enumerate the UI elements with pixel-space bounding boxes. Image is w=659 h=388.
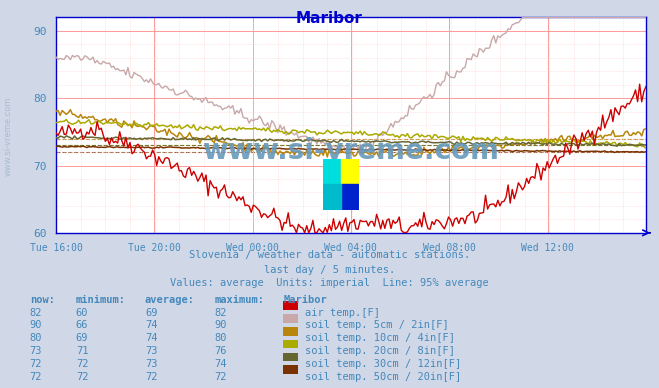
Text: www.si-vreme.com: www.si-vreme.com	[202, 137, 500, 165]
Text: 72: 72	[30, 372, 42, 382]
Text: 72: 72	[76, 372, 88, 382]
Text: 80: 80	[30, 333, 42, 343]
Text: last day / 5 minutes.: last day / 5 minutes.	[264, 265, 395, 275]
Text: Maribor: Maribor	[296, 11, 363, 26]
Text: 71: 71	[76, 346, 88, 356]
Text: 74: 74	[145, 320, 158, 331]
Text: 73: 73	[145, 346, 158, 356]
Text: soil temp. 30cm / 12in[F]: soil temp. 30cm / 12in[F]	[305, 359, 461, 369]
Text: Values: average  Units: imperial  Line: 95% average: Values: average Units: imperial Line: 95…	[170, 278, 489, 288]
Text: Maribor: Maribor	[283, 295, 327, 305]
Text: 76: 76	[214, 346, 227, 356]
Text: now:: now:	[30, 295, 55, 305]
Text: 90: 90	[214, 320, 227, 331]
Text: 72: 72	[76, 359, 88, 369]
Text: 60: 60	[76, 308, 88, 318]
Bar	[341, 184, 359, 210]
Text: Slovenia / weather data - automatic stations.: Slovenia / weather data - automatic stat…	[189, 250, 470, 260]
Text: www.si-vreme.com: www.si-vreme.com	[4, 96, 13, 175]
Text: 90: 90	[30, 320, 42, 331]
Text: 66: 66	[76, 320, 88, 331]
Text: 72: 72	[145, 372, 158, 382]
Text: 72: 72	[30, 359, 42, 369]
Text: average:: average:	[145, 295, 195, 305]
Bar	[341, 159, 359, 184]
Text: 74: 74	[145, 333, 158, 343]
Text: 73: 73	[145, 359, 158, 369]
Bar	[323, 184, 341, 210]
Text: air temp.[F]: air temp.[F]	[305, 308, 380, 318]
Text: 74: 74	[214, 359, 227, 369]
Text: 69: 69	[76, 333, 88, 343]
Text: 72: 72	[214, 372, 227, 382]
Text: maximum:: maximum:	[214, 295, 264, 305]
Text: 80: 80	[214, 333, 227, 343]
Text: minimum:: minimum:	[76, 295, 126, 305]
Text: soil temp. 20cm / 8in[F]: soil temp. 20cm / 8in[F]	[305, 346, 455, 356]
Text: 82: 82	[30, 308, 42, 318]
Text: soil temp. 5cm / 2in[F]: soil temp. 5cm / 2in[F]	[305, 320, 449, 331]
Text: soil temp. 10cm / 4in[F]: soil temp. 10cm / 4in[F]	[305, 333, 455, 343]
Text: 69: 69	[145, 308, 158, 318]
Text: 73: 73	[30, 346, 42, 356]
Text: soil temp. 50cm / 20in[F]: soil temp. 50cm / 20in[F]	[305, 372, 461, 382]
Text: 82: 82	[214, 308, 227, 318]
Bar	[323, 159, 341, 184]
